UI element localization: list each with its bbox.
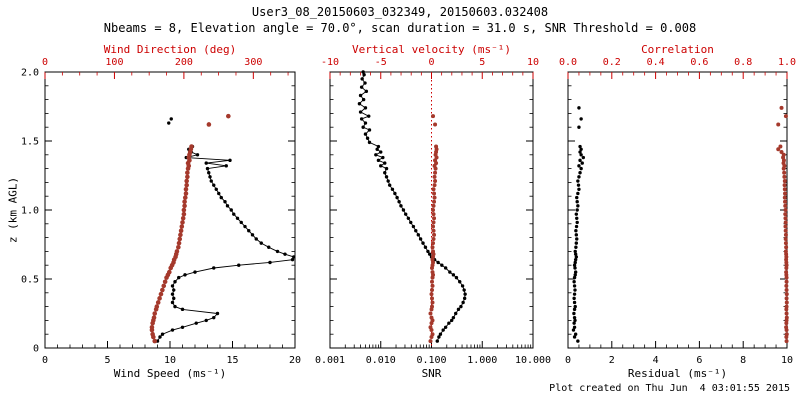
svg-text:0: 0 — [428, 57, 434, 68]
svg-text:6: 6 — [696, 355, 702, 366]
svg-text:0.010: 0.010 — [366, 355, 396, 366]
svg-text:0.2: 0.2 — [603, 57, 621, 68]
svg-text:10: 10 — [527, 57, 539, 68]
plot-subtitle: Nbeams = 8, Elevation angle = 70.0°, sca… — [103, 21, 697, 35]
svg-text:100: 100 — [105, 57, 123, 68]
svg-text:0: 0 — [33, 344, 39, 355]
svg-text:15: 15 — [226, 355, 238, 366]
svg-text:0.4: 0.4 — [647, 57, 665, 68]
svg-text:0.5: 0.5 — [21, 275, 39, 286]
svg-text:0: 0 — [42, 57, 48, 68]
svg-text:-5: -5 — [375, 57, 387, 68]
svg-text:300: 300 — [244, 57, 262, 68]
svg-text:1.0: 1.0 — [778, 57, 796, 68]
svg-text:1.000: 1.000 — [467, 355, 497, 366]
svg-text:0.8: 0.8 — [734, 57, 752, 68]
residual-axis-title: Residual (ms⁻¹) — [627, 367, 728, 380]
svg-text:0.0: 0.0 — [559, 57, 577, 68]
svg-text:2.0: 2.0 — [21, 68, 39, 79]
wind-direction-axis-title: Wind Direction (deg) — [103, 43, 237, 56]
snr-axis-title: SNR — [421, 367, 442, 380]
svg-text:2: 2 — [609, 355, 615, 366]
svg-text:0.100: 0.100 — [416, 355, 446, 366]
snr-series — [357, 70, 467, 343]
svg-text:0: 0 — [565, 355, 571, 366]
correlation-axis-title: Correlation — [641, 43, 714, 56]
plot-created-timestamp: Plot created on Thu Jun 4 03:01:55 2015 — [549, 383, 790, 394]
svg-text:0.6: 0.6 — [690, 57, 708, 68]
residual-series — [571, 106, 586, 343]
svg-text:5: 5 — [104, 355, 110, 366]
vertical-velocity-axis-title: Vertical velocity (ms⁻¹) — [352, 43, 511, 56]
svg-text:-10: -10 — [321, 57, 339, 68]
svg-text:10.000: 10.000 — [515, 355, 551, 366]
svg-text:8: 8 — [740, 355, 746, 366]
svg-text:10: 10 — [781, 355, 793, 366]
svg-text:1.5: 1.5 — [21, 137, 39, 148]
svg-text:200: 200 — [175, 57, 193, 68]
plot-title: User3_08_20150603_032349, 20150603.03240… — [251, 5, 549, 19]
svg-text:5: 5 — [479, 57, 485, 68]
svg-text:1.0: 1.0 — [21, 206, 39, 217]
vertical_velocity-series — [428, 114, 439, 344]
wind-speed-axis-title: Wind Speed (ms⁻¹) — [113, 367, 227, 380]
residual-panel: 0 2 4 6 8 10 0.0 0.2 0.4 0.6 0.8 1.0 — [559, 57, 796, 366]
svg-text:10: 10 — [164, 355, 176, 366]
svg-text:4: 4 — [653, 355, 659, 366]
svg-text:20: 20 — [289, 355, 301, 366]
wind_speed-series — [155, 117, 296, 343]
correlation-series — [776, 105, 789, 344]
wind_direction-series — [149, 113, 231, 344]
svg-text:0: 0 — [42, 355, 48, 366]
height-axis-title: z (km AGL) — [6, 176, 20, 244]
svg-text:0.001: 0.001 — [315, 355, 345, 366]
snr-panel: 0.001 0.010 0.100 1.000 10.000 -10 -5 0 5 10 — [315, 57, 551, 366]
